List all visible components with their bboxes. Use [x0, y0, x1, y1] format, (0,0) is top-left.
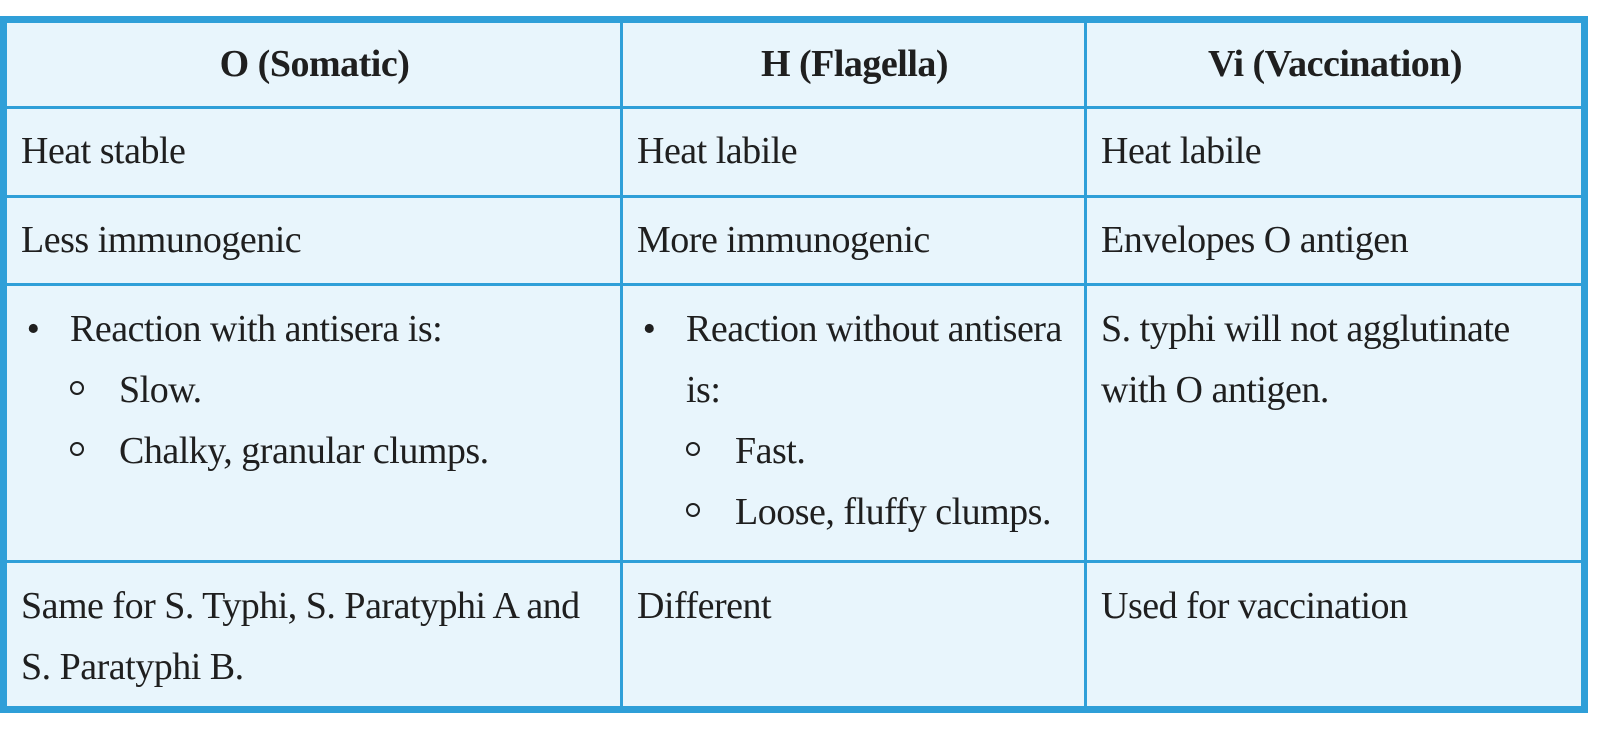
header-vi-vaccination: Vi (Vaccination): [1084, 20, 1584, 109]
antigen-comparison-table-container: O (Somatic) H (Flagella) Vi (Vaccination…: [0, 16, 1588, 713]
sub-list-item: Fast.: [686, 421, 1072, 482]
cell-h-immunogenicity: More immunogenic: [620, 194, 1087, 287]
bullet-text: Reaction without antisera is:: [686, 308, 1062, 412]
bullet-dot-icon: •: [26, 308, 40, 351]
bullet-item: • Reaction with antisera is: Slow. Chalk…: [21, 299, 608, 482]
cell-o-immunogenicity: Less immunogenic: [4, 194, 623, 287]
hollow-circle-icon: [70, 381, 84, 396]
sub-list: Slow. Chalky, granular clumps.: [70, 360, 608, 482]
sub-item-text: Fast.: [735, 430, 806, 473]
sub-list-item: Loose, fluffy clumps.: [686, 482, 1072, 543]
header-h-flagella: H (Flagella): [620, 20, 1087, 109]
bullet-list: • Reaction without antisera is: Fast. Lo…: [637, 299, 1072, 543]
header-row: O (Somatic) H (Flagella) Vi (Vaccination…: [4, 20, 1584, 109]
cell-h-heat: Heat labile: [620, 106, 1087, 198]
hollow-circle-icon: [686, 503, 700, 518]
cell-h-reaction: • Reaction without antisera is: Fast. Lo…: [620, 283, 1087, 563]
bullet-dot-icon: •: [642, 308, 656, 351]
hollow-circle-icon: [70, 442, 84, 457]
table-row-species: Same for S. Typhi, S. Paratyphi A and S.…: [4, 559, 1584, 710]
antigen-comparison-table: O (Somatic) H (Flagella) Vi (Vaccination…: [4, 20, 1584, 710]
cell-vi-heat: Heat labile: [1084, 106, 1584, 198]
table-row-reaction: • Reaction with antisera is: Slow. Chalk…: [4, 283, 1584, 563]
cell-o-heat: Heat stable: [4, 106, 623, 198]
sub-item-text: Chalky, granular clumps.: [119, 430, 489, 473]
hollow-circle-icon: [686, 442, 700, 457]
cell-vi-species: Used for vaccination: [1084, 559, 1584, 710]
bullet-item: • Reaction without antisera is: Fast. Lo…: [637, 299, 1072, 543]
sub-list-item: Chalky, granular clumps.: [70, 421, 608, 482]
sub-item-text: Loose, fluffy clumps.: [735, 491, 1051, 534]
header-o-somatic: O (Somatic): [4, 20, 623, 109]
cell-h-species: Different: [620, 559, 1087, 710]
cell-vi-reaction: S. typhi will not agglutinate with O ant…: [1084, 283, 1584, 563]
table-row-immunogenicity: Less immunogenic More immunogenic Envelo…: [4, 194, 1584, 287]
table-row-heat-stability: Heat stable Heat labile Heat labile: [4, 106, 1584, 198]
sub-list-item: Slow.: [70, 360, 608, 421]
bullet-list: • Reaction with antisera is: Slow. Chalk…: [21, 299, 608, 482]
cell-o-species: Same for S. Typhi, S. Paratyphi A and S.…: [4, 559, 623, 710]
sub-item-text: Slow.: [119, 369, 202, 412]
cell-vi-immunogenicity: Envelopes O antigen: [1084, 194, 1584, 287]
cell-o-reaction: • Reaction with antisera is: Slow. Chalk…: [4, 283, 623, 563]
bullet-text: Reaction with antisera is:: [70, 308, 443, 351]
sub-list: Fast. Loose, fluffy clumps.: [686, 421, 1072, 543]
